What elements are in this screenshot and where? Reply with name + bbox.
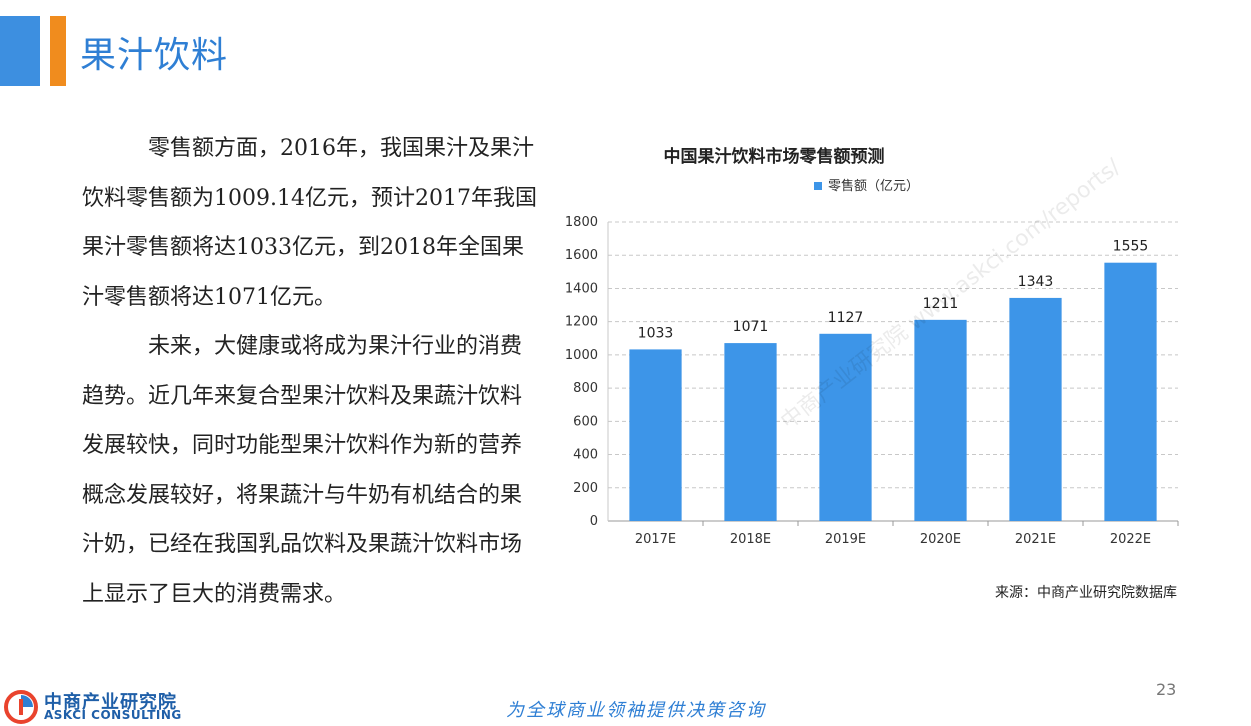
bar [724, 343, 777, 521]
y-tick-label: 200 [573, 481, 598, 496]
bar [914, 319, 967, 521]
data-label: 1211 [923, 296, 959, 312]
y-tick-label: 400 [573, 448, 598, 463]
bar-chart: 中国果汁饮料市场零售额预测零售额（亿元） 0 200 400 600 800 1000 120… [548, 130, 1238, 550]
logo-mark-icon [4, 690, 38, 724]
bar [819, 333, 872, 521]
paragraph-trend: 未来，大健康或将成为果汁行业的消费趋势。近几年来复合型果汁饮料及果蔬汁饮料发展较… [82, 334, 523, 607]
data-label: 1033 [638, 325, 674, 341]
body-text: 零售额方面，2016年，我国果汁及果汁饮料零售额为1009.14亿元，预计201… [82, 124, 542, 619]
paragraph-retail: 零售额方面，2016年，我国果汁及果汁饮料零售额为1009.14亿元，预计201… [82, 136, 537, 310]
bar [1009, 297, 1062, 521]
y-tick-label: 0 [590, 514, 598, 529]
x-tick-label: 2021E [1015, 532, 1056, 547]
data-label: 1071 [733, 319, 769, 335]
data-label: 1127 [828, 310, 864, 326]
y-tick-label: 1200 [565, 315, 598, 330]
page-number: 23 [1156, 680, 1177, 699]
x-tick-label: 2020E [920, 532, 961, 547]
logo-text-en: ASKCI CONSULTING [44, 708, 182, 722]
x-tick-label: 2018E [730, 532, 771, 547]
company-logo: 中商产业研究院 ASKCI CONSULTING [4, 688, 184, 726]
footer-slogan: 为全球商业领袖提供决策咨询 [506, 700, 766, 721]
bar [1104, 262, 1157, 521]
logo-text-cn: 中商产业研究院 [44, 692, 177, 713]
legend-label: 零售额（亿元） [828, 178, 919, 194]
x-tick-label: 2022E [1110, 532, 1151, 547]
y-tick-label: 1600 [565, 248, 598, 263]
source-note: 来源：中商产业研究院数据库 [995, 585, 1177, 601]
y-tick-label: 800 [573, 381, 598, 396]
page-title: 果汁饮料 [80, 35, 229, 76]
data-label: 1555 [1113, 239, 1149, 255]
chart-title: 中国果汁饮料市场零售额预测 [664, 146, 885, 167]
y-tick-label: 1400 [565, 281, 598, 296]
header-accent-bar-orange [50, 16, 66, 86]
header-accent-bar-blue [0, 16, 40, 86]
data-label: 1343 [1018, 274, 1054, 290]
y-tick-label: 600 [573, 414, 598, 429]
bar [629, 349, 682, 521]
legend-swatch [814, 182, 822, 190]
y-tick-label: 1000 [565, 348, 598, 363]
x-tick-label: 2017E [635, 532, 676, 547]
y-tick-label: 1800 [565, 215, 598, 230]
x-tick-label: 2019E [825, 532, 866, 547]
